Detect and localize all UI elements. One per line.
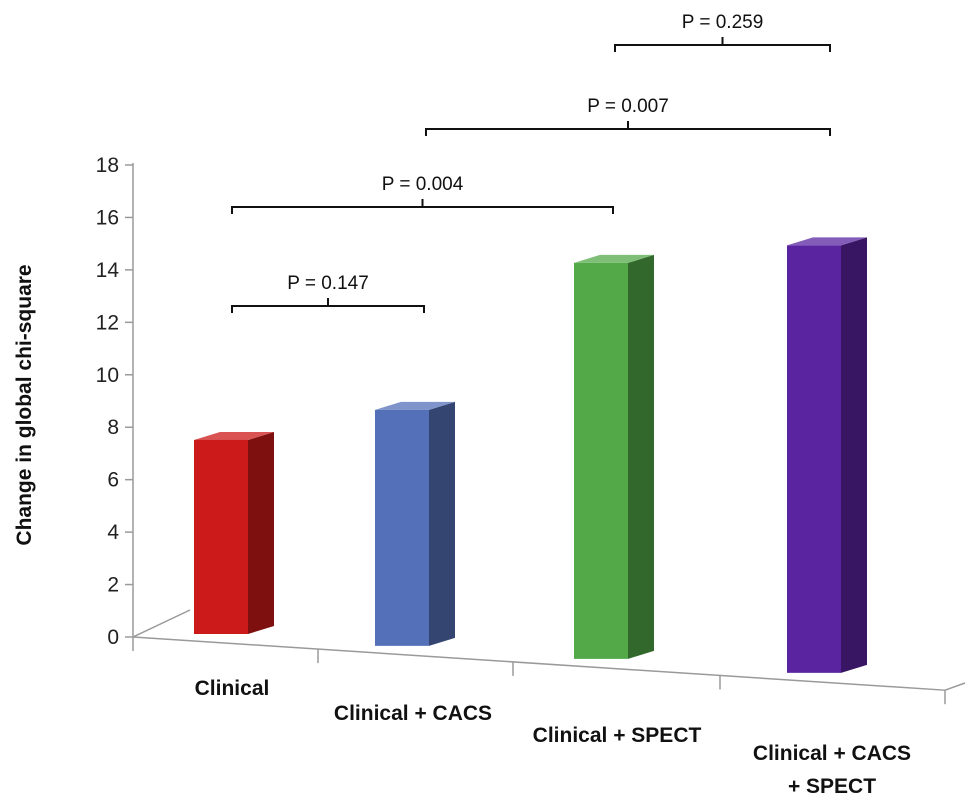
- bar-side: [429, 401, 455, 646]
- y-tick-label: 2: [107, 574, 119, 597]
- bar-side: [841, 237, 867, 673]
- bar-side: [248, 431, 274, 634]
- p-value-label: P = 0.259: [682, 12, 764, 33]
- bar-top: [194, 431, 274, 440]
- floor-left-edge: [132, 609, 191, 638]
- significance-bracket: [231, 298, 425, 313]
- category-label-line: Clinical + CACS: [334, 702, 492, 725]
- bar-top: [375, 401, 455, 410]
- bar: [574, 262, 628, 659]
- bar-top: [574, 254, 654, 263]
- y-tick-label: 0: [107, 626, 119, 649]
- y-tick-label: 12: [96, 311, 119, 334]
- significance-bracket: [425, 121, 831, 136]
- y-tick-label: 16: [96, 206, 119, 229]
- category-label: Clinical + CACS: [334, 702, 492, 725]
- y-tick-label: 14: [96, 259, 120, 282]
- category-label: Clinical + CACS + SPECT: [753, 742, 911, 798]
- bar: [375, 409, 429, 646]
- category-label-line: Clinical + SPECT: [533, 724, 702, 747]
- p-value-label: P = 0.004: [382, 174, 464, 195]
- y-tick-label: 8: [107, 416, 119, 439]
- p-value-label: P = 0.147: [287, 273, 369, 294]
- floor-back-edge: [132, 636, 946, 691]
- category-label-line: Clinical: [195, 677, 270, 700]
- significance-bracket: [614, 37, 831, 52]
- category-label-line: + SPECT: [788, 775, 876, 798]
- category-label: Clinical + SPECT: [533, 724, 702, 747]
- bar: [194, 439, 248, 634]
- floor-right-edge: [944, 682, 966, 691]
- category-label: Clinical: [195, 677, 270, 700]
- category-label-line: Clinical + CACS: [753, 742, 911, 765]
- y-tick-label: 6: [107, 469, 119, 492]
- bar-top: [787, 237, 867, 246]
- y-axis-title: Change in global chi-square: [13, 264, 36, 545]
- y-tick-label: 10: [96, 364, 119, 387]
- significance-bracket: [231, 199, 614, 214]
- bar: [787, 245, 841, 673]
- y-tick-label: 18: [96, 154, 119, 177]
- p-value-label: P = 0.007: [587, 96, 669, 117]
- bar-side: [628, 254, 654, 659]
- y-tick-label: 4: [107, 521, 119, 544]
